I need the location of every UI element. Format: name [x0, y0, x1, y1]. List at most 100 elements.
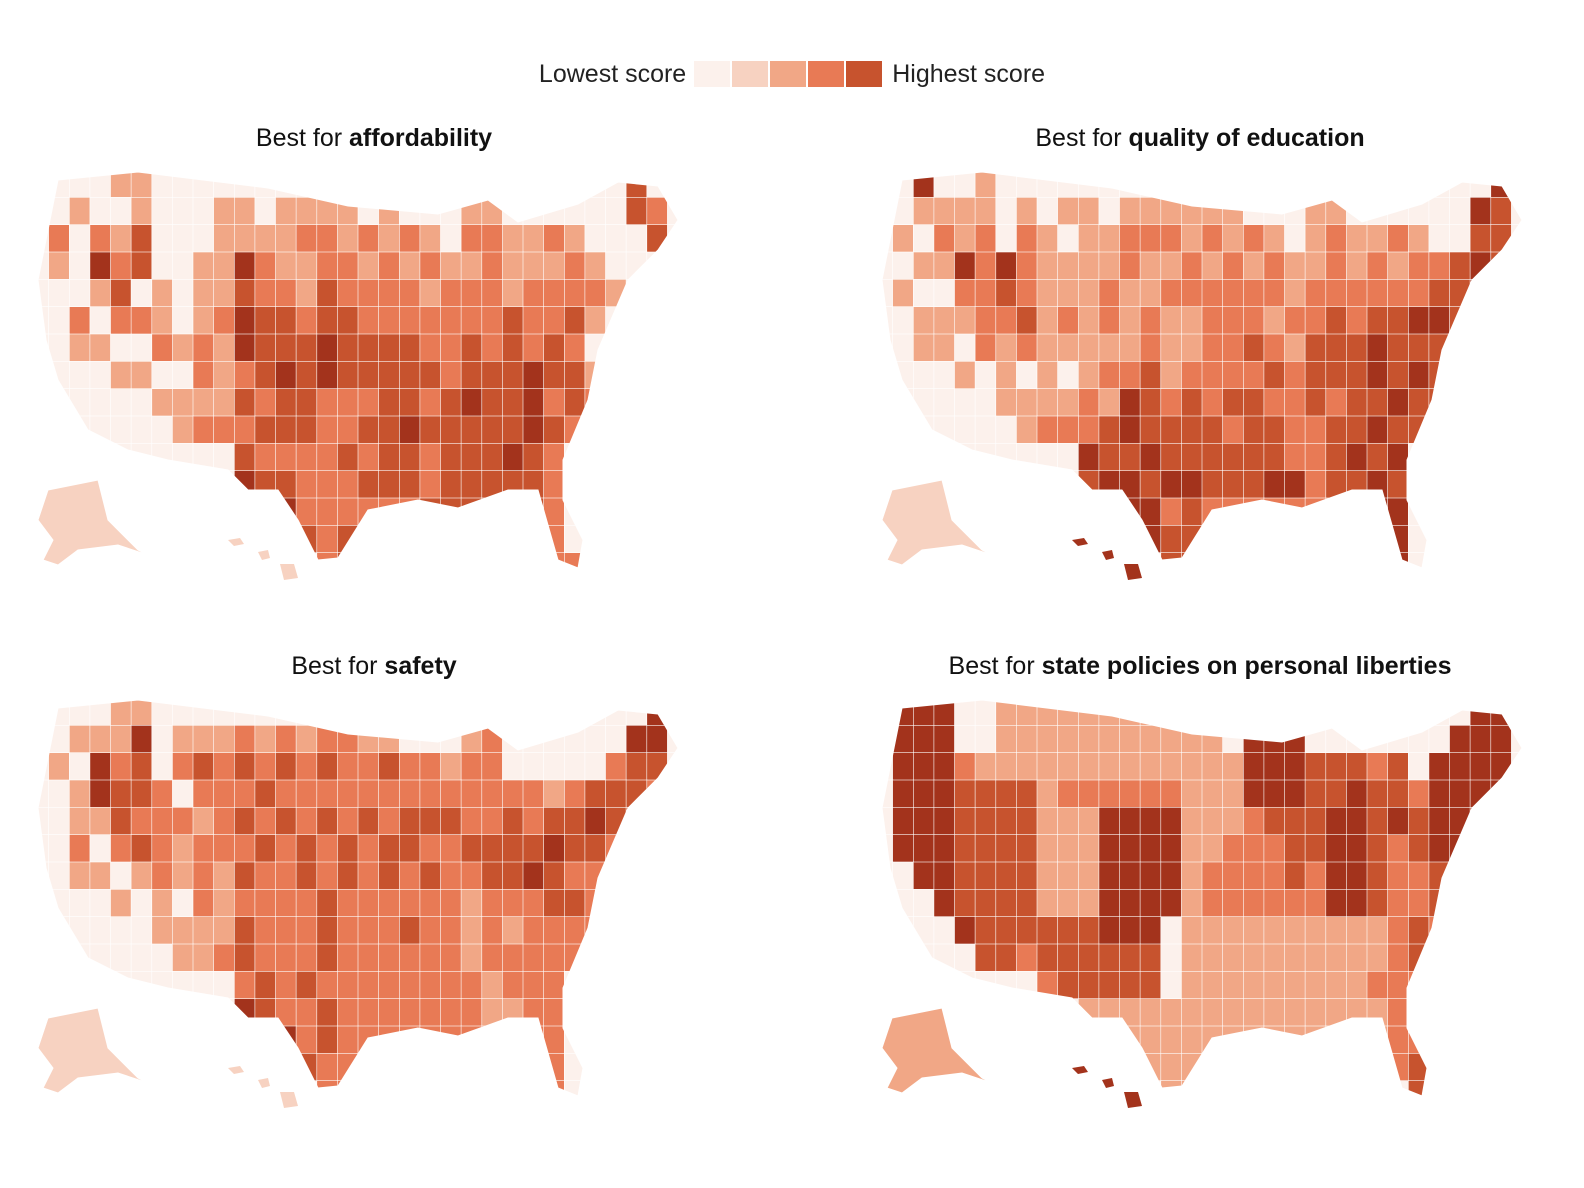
county-cell — [378, 388, 400, 417]
county-cell — [357, 361, 380, 390]
county-cell — [419, 224, 442, 253]
county-cell — [1119, 970, 1141, 1000]
county-cell — [316, 251, 339, 281]
county-cell — [254, 1025, 277, 1055]
county-cell — [974, 943, 997, 973]
county-cell — [667, 172, 678, 199]
map-panel-education — [862, 160, 1582, 600]
county-cell — [1139, 552, 1162, 568]
county-cell — [1242, 943, 1265, 973]
county-cell — [1222, 1080, 1244, 1096]
county-cell — [213, 442, 235, 472]
county-cell — [213, 224, 235, 253]
county-cell — [667, 279, 678, 308]
county-cell — [1222, 196, 1244, 226]
county-cell — [1490, 172, 1513, 199]
county-cell — [1511, 916, 1522, 945]
county-cell — [460, 752, 483, 781]
county-cell — [110, 306, 132, 335]
county-cell — [974, 916, 997, 945]
legend-swatch — [732, 61, 769, 87]
county-cell — [646, 1080, 669, 1096]
county-cell — [563, 388, 586, 417]
county-cell — [1346, 361, 1368, 390]
county-cell — [1449, 470, 1471, 499]
county-cells — [38, 700, 678, 1096]
county-cell — [1222, 834, 1244, 863]
county-cell — [954, 724, 976, 754]
alaska-inset — [881, 479, 993, 566]
county-cell — [440, 333, 462, 363]
county-cell — [48, 700, 70, 727]
hawaii-inset — [1072, 1066, 1142, 1108]
county-cell — [460, 970, 483, 1000]
county-cell — [667, 889, 678, 918]
county-cell — [130, 172, 153, 199]
county-cell — [378, 752, 400, 781]
county-cell — [1449, 524, 1471, 554]
county-cell — [1098, 970, 1121, 1000]
county-cell — [192, 251, 215, 281]
county-cell — [1242, 970, 1265, 1000]
county-cell — [1078, 361, 1100, 390]
county-cell — [1490, 279, 1513, 308]
county-cell — [522, 752, 545, 781]
county-cell — [1036, 998, 1059, 1027]
county-cell — [1078, 1080, 1100, 1096]
county-cell — [1325, 998, 1348, 1027]
county-cell — [502, 834, 524, 863]
county-cell — [1263, 807, 1286, 836]
county-cell — [481, 970, 504, 1000]
county-cell — [1078, 916, 1100, 945]
county-cell — [234, 998, 256, 1027]
county-cell — [1304, 442, 1327, 472]
county-cell — [172, 834, 194, 863]
county-cell — [1078, 724, 1100, 754]
county-cell — [1242, 224, 1265, 253]
county-cell — [1222, 1052, 1244, 1082]
county-cell — [882, 700, 894, 727]
county-cell — [1366, 861, 1389, 891]
county-cell — [481, 998, 504, 1027]
county-cell — [1490, 834, 1513, 863]
county-cell — [357, 306, 380, 335]
county-cell — [605, 497, 627, 527]
county-cell — [398, 970, 421, 1000]
county-cell — [646, 943, 669, 973]
county-cell — [1469, 361, 1492, 390]
county-cell — [151, 224, 174, 253]
county-cell — [1304, 861, 1327, 891]
county-cell — [1098, 196, 1121, 226]
county-cell — [1263, 834, 1286, 863]
county-cell — [1449, 1052, 1471, 1082]
county-cell — [605, 1052, 627, 1082]
county-cell — [419, 333, 442, 363]
county-cell — [89, 1080, 112, 1096]
county-cell — [1366, 700, 1389, 727]
county-cell — [295, 388, 318, 417]
county-cell — [316, 497, 339, 527]
county-cell — [357, 943, 380, 973]
county-cell — [584, 998, 607, 1027]
county-cell — [625, 251, 648, 281]
county-cell — [1449, 196, 1471, 226]
county-cell — [522, 998, 545, 1027]
county-cell — [543, 415, 565, 445]
county-cell — [625, 279, 648, 308]
county-cell — [213, 306, 235, 335]
county-cell — [1036, 916, 1059, 945]
county-cell — [1119, 279, 1141, 308]
county-cell — [110, 970, 132, 1000]
county-cell — [933, 834, 956, 863]
county-cell — [1346, 861, 1368, 891]
county-cell — [48, 361, 70, 390]
county-cell — [1160, 861, 1183, 891]
county-cell — [1263, 279, 1286, 308]
county-cell — [1490, 224, 1513, 253]
county-cell — [584, 1052, 607, 1082]
county-cell — [1490, 251, 1513, 281]
county-cell — [1036, 834, 1059, 863]
county-cell — [68, 172, 91, 199]
county-cell — [1407, 861, 1430, 891]
county-cell — [378, 861, 400, 891]
